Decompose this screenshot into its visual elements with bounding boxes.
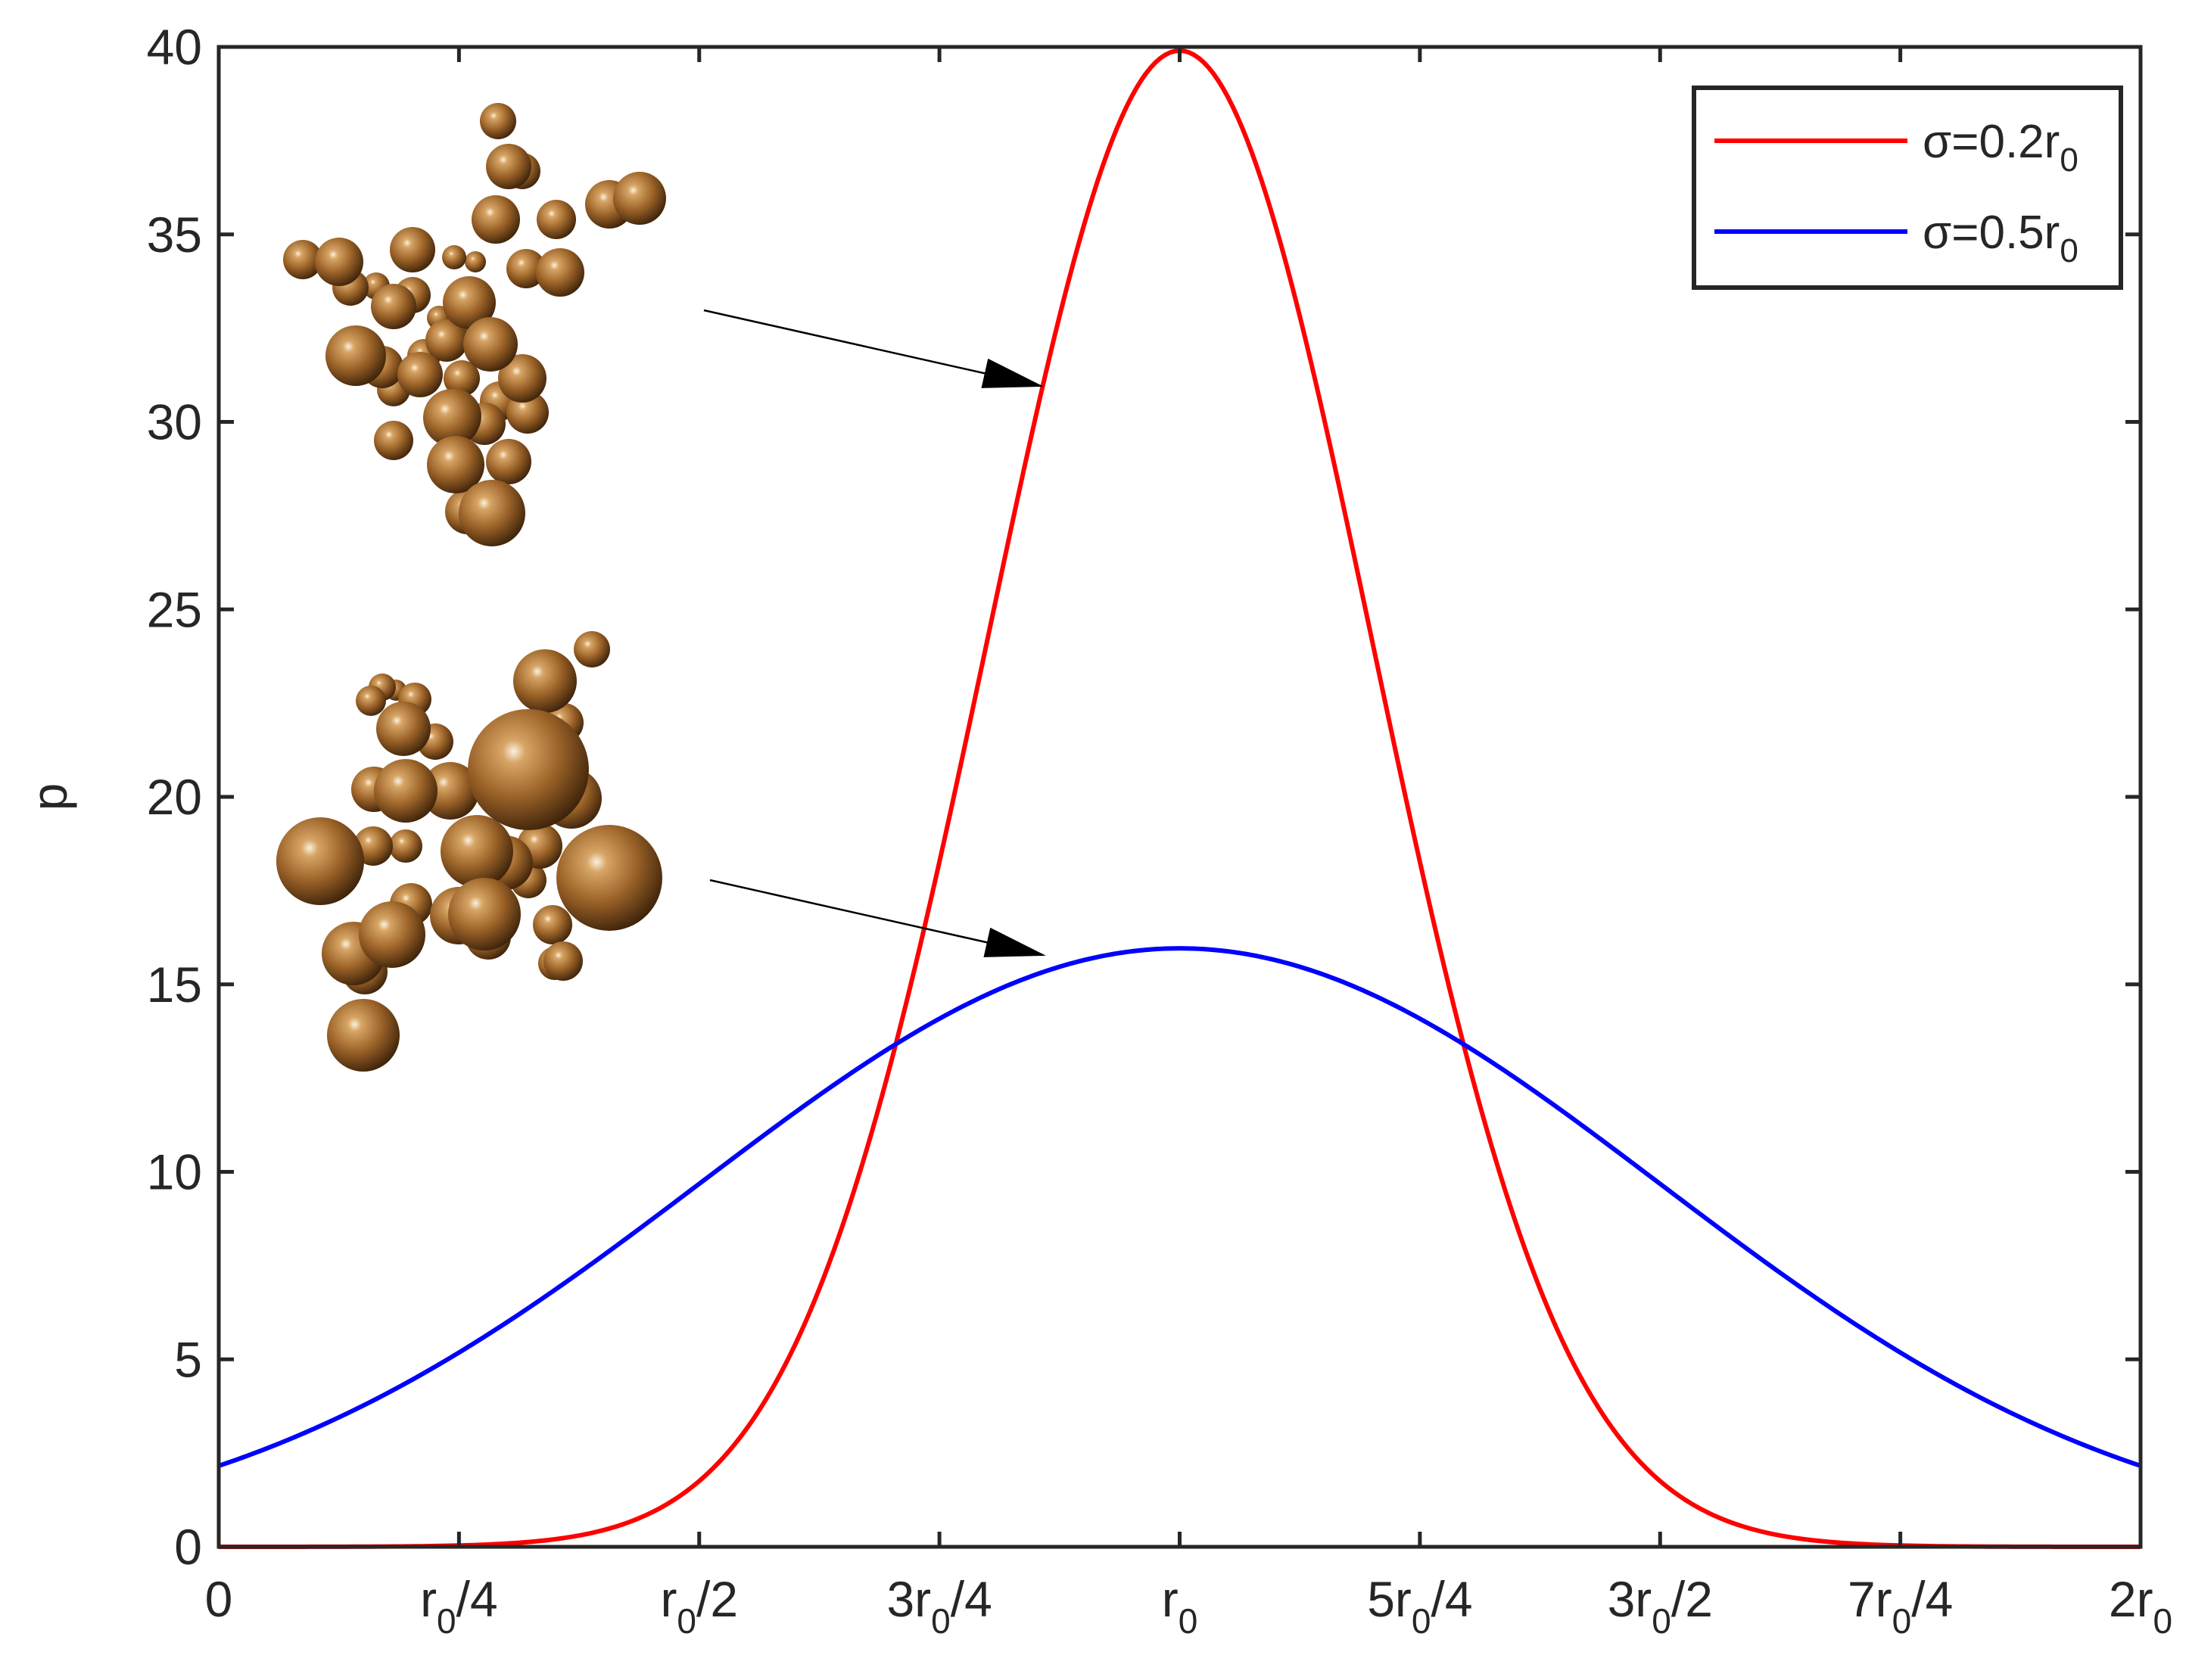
x-tick-label: 7r0/4 xyxy=(1848,1571,1953,1641)
particle-sphere xyxy=(283,240,322,279)
x-tick-label: 5r0/4 xyxy=(1367,1571,1472,1641)
x-tick-label: 3r0/2 xyxy=(1608,1571,1713,1641)
y-tick-label: 10 xyxy=(147,1144,202,1200)
particle-sphere xyxy=(537,200,576,239)
particle-sphere xyxy=(444,360,480,397)
particle-sphere xyxy=(374,759,437,823)
particle-sphere xyxy=(513,649,577,713)
particle-sphere xyxy=(389,829,422,863)
particle-sphere xyxy=(374,421,413,460)
particle-sphere xyxy=(276,817,364,905)
particle-sphere xyxy=(480,103,516,139)
x-tick-label: r0 xyxy=(1162,1571,1198,1641)
y-tick-label: 0 xyxy=(174,1519,202,1575)
y-tick-label: 15 xyxy=(147,957,202,1013)
particle-sphere xyxy=(486,144,531,189)
particle-sphere xyxy=(543,941,583,981)
particle-sphere xyxy=(371,284,416,329)
y-tick-label: 20 xyxy=(147,769,202,825)
particle-sphere xyxy=(556,825,662,931)
particle-sphere xyxy=(468,709,589,830)
particle-sphere xyxy=(442,245,466,269)
y-tick-label: 25 xyxy=(147,581,202,637)
particle-sphere xyxy=(359,901,425,968)
annotation-arrows xyxy=(703,309,1046,957)
particle-sphere xyxy=(376,702,431,756)
particle-sphere xyxy=(498,354,546,403)
particle-sphere xyxy=(441,815,513,888)
y-tick-label: 30 xyxy=(147,394,202,450)
particle-sphere xyxy=(325,325,386,386)
x-tick-label: 0 xyxy=(205,1571,233,1627)
particle-sphere xyxy=(315,238,363,286)
particle-sphere xyxy=(327,999,400,1072)
particle-sphere xyxy=(425,319,468,362)
particle-sphere xyxy=(422,762,479,820)
x-tick-label: 3r0/4 xyxy=(886,1571,992,1641)
particle-sphere xyxy=(613,172,666,225)
particle-sphere xyxy=(459,480,525,546)
particle-sphere xyxy=(574,631,610,667)
particle-sphere xyxy=(506,249,546,288)
legend-label-broad: σ=0.5r0 xyxy=(1923,207,2078,269)
arrow-to-narrow-curve xyxy=(703,309,1044,388)
y-tick-label: 35 xyxy=(147,207,202,263)
particle-sphere xyxy=(463,317,518,372)
particle-sphere xyxy=(423,389,481,446)
particle-sphere xyxy=(356,686,386,716)
particle-sphere xyxy=(427,436,484,493)
particle-cluster-broad xyxy=(276,631,662,1072)
y-axis-label: p xyxy=(21,783,77,811)
particle-sphere xyxy=(486,439,531,484)
particle-cluster-narrow xyxy=(283,103,666,546)
y-tick-label: 40 xyxy=(147,19,202,75)
x-tick-label: r0/2 xyxy=(660,1571,738,1641)
particle-sphere xyxy=(536,248,584,297)
particle-sphere xyxy=(472,195,520,244)
x-tick-label: r0/4 xyxy=(420,1571,498,1641)
legend: σ=0.2r0 σ=0.5r0 xyxy=(1692,86,2123,290)
particle-sphere xyxy=(448,878,521,950)
particle-sphere xyxy=(397,352,443,397)
legend-label-narrow: σ=0.2r0 xyxy=(1923,116,2078,179)
particle-sphere xyxy=(533,905,572,944)
series-line-1 xyxy=(218,946,2141,1468)
tick-layer: 0 r0/4 r0/2 3r0/4 r0 5r0/4 3r0/2 7r0/4 2r0 0 5 10 15… xyxy=(147,19,2173,1641)
y-tick-label: 5 xyxy=(174,1331,202,1387)
particle-sphere xyxy=(390,227,435,272)
legend-box xyxy=(1692,86,2123,290)
particle-sphere xyxy=(465,251,486,272)
x-tick-label: 2r0 xyxy=(2109,1571,2172,1641)
arrow-to-broad-curve xyxy=(709,879,1046,957)
particle-sphere xyxy=(443,276,496,329)
